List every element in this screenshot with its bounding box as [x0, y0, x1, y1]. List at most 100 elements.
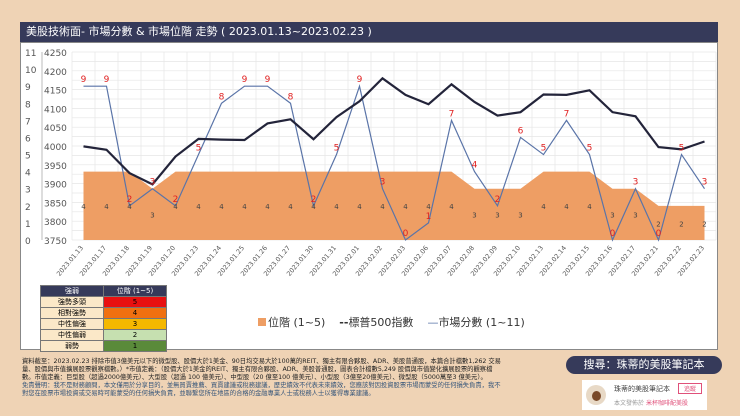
level-data-label: 4 — [380, 203, 385, 211]
legend-item-spx: --標普500指數 — [339, 314, 413, 330]
published-prefix: 本文發佈於 — [614, 400, 645, 407]
index-axis-tick: 3900 — [44, 181, 67, 191]
score-data-label: 6 — [518, 126, 524, 136]
index-axis-tick: 4050 — [44, 124, 67, 134]
level-data-label: 2 — [656, 220, 660, 228]
score-data-label: 5 — [587, 144, 593, 154]
avatar[interactable] — [586, 385, 606, 405]
level-data-label: 4 — [104, 203, 109, 211]
index-axis-tick: 4150 — [44, 87, 67, 97]
index-axis-tick: 4200 — [44, 68, 67, 78]
level-data-label: 4 — [219, 203, 224, 211]
score-axis-tick: 8 — [25, 100, 31, 110]
level-data-label: 3 — [633, 212, 637, 220]
score-data-label: 9 — [104, 75, 110, 85]
follow-button[interactable]: 追蹤 — [678, 383, 703, 394]
legend-label-score: 市場分數 (1~11) — [438, 316, 525, 329]
score-data-label: 2 — [173, 195, 179, 205]
score-data-label: 7 — [449, 109, 455, 119]
chart-svg: 0123456789101137503800385039003950400040… — [25, 49, 717, 278]
score-data-label: 9 — [357, 75, 363, 85]
level-data-label: 4 — [196, 203, 201, 211]
level-value: 3 — [103, 318, 167, 330]
level-data-label: 4 — [265, 203, 270, 211]
author-name[interactable]: 珠蒂的美股筆記本 — [614, 385, 670, 393]
score-data-label: 5 — [196, 144, 202, 154]
score-axis-tick: 6 — [25, 134, 31, 144]
level-data-label: 3 — [518, 212, 522, 220]
legend-marker-spx: -- — [339, 316, 349, 329]
level-data-label: 4 — [173, 203, 178, 211]
level-table-header: 強弱 位階 (1~5) — [40, 285, 167, 297]
level-data-label: 3 — [610, 212, 614, 220]
legend-label-level: 位階 (1~5) — [268, 316, 326, 329]
score-data-label: 3 — [150, 178, 156, 188]
score-data-label: 5 — [679, 144, 685, 154]
score-data-label: 5 — [334, 144, 340, 154]
level-table-header-value: 位階 (1~5) — [103, 285, 167, 297]
score-axis-tick: 0 — [25, 237, 31, 247]
level-data-label: 4 — [449, 203, 454, 211]
level-value: 5 — [103, 296, 167, 308]
score-data-label: 3 — [633, 178, 639, 188]
level-data-label: 4 — [587, 203, 592, 211]
score-data-label: 8 — [219, 92, 225, 102]
index-axis-tick: 4250 — [44, 49, 67, 59]
score-data-label: 0 — [403, 229, 409, 239]
level-data-label: 3 — [150, 212, 154, 220]
score-axis-tick: 9 — [25, 83, 31, 93]
level-table-row: 中性偏強 3 — [40, 318, 167, 330]
score-data-label: 4 — [472, 161, 478, 171]
score-axis-tick: 10 — [25, 66, 37, 76]
index-axis-tick: 3950 — [44, 162, 67, 172]
index-axis-tick: 3850 — [44, 199, 67, 209]
level-name: 中性偏弱 — [40, 329, 104, 341]
score-data-label: 0 — [656, 229, 662, 239]
level-data-label: 3 — [472, 212, 476, 220]
score-data-label: 2 — [311, 195, 317, 205]
score-data-label: 0 — [610, 229, 616, 239]
level-table-row: 弱勢 1 — [40, 340, 167, 352]
author-card[interactable]: 珠蒂的美股筆記本 追蹤 本文發佈於 米杯咖啡配美股 — [582, 380, 707, 410]
spx-line — [83, 76, 705, 186]
level-data-label: 4 — [311, 203, 316, 211]
published-info: 本文發佈於 米杯咖啡配美股 — [614, 398, 688, 407]
score-axis-tick: 4 — [25, 169, 31, 179]
level-table: 強弱 位階 (1~5) 強勢多頭 5 相對強勢 4 中性偏強 3 中性偏弱 2 弱勢 1 — [40, 285, 167, 352]
publication-link[interactable]: 米杯咖啡配美股 — [645, 400, 688, 407]
level-name: 弱勢 — [40, 340, 104, 352]
index-axis-tick: 4100 — [44, 105, 67, 115]
score-data-label: 9 — [242, 75, 248, 85]
score-line — [83, 83, 705, 242]
level-data-label: 3 — [495, 212, 499, 220]
score-data-label: 3 — [702, 178, 708, 188]
level-data-label: 4 — [541, 203, 546, 211]
score-data-label: 1 — [426, 212, 432, 222]
score-data-label: 7 — [564, 109, 570, 119]
level-name: 強勢多頭 — [40, 296, 104, 308]
level-table-row: 強勢多頭 5 — [40, 296, 167, 308]
level-table-header-name: 強弱 — [40, 285, 104, 297]
score-data-label: 9 — [265, 75, 271, 85]
level-data-label: 4 — [403, 203, 408, 211]
legend-marker-score: — — [427, 316, 439, 329]
score-data-label: 9 — [81, 75, 87, 85]
score-axis-tick: 11 — [25, 49, 36, 59]
level-data-label: 4 — [426, 203, 431, 211]
score-axis-tick: 2 — [25, 203, 31, 213]
level-table-row: 中性偏弱 2 — [40, 329, 167, 341]
legend-item-score: —市場分數 (1~11) — [427, 314, 524, 330]
chart-title: 美股技術面- 市場分數 & 市場位階 走勢 ( 2023.01.13~2023.… — [20, 22, 718, 42]
legend-swatch-level — [258, 318, 266, 326]
level-area — [83, 171, 705, 240]
level-value: 4 — [103, 307, 167, 319]
score-axis-tick: 5 — [25, 152, 31, 162]
legend-item-level: 位階 (1~5) — [258, 314, 325, 330]
level-data-label: 4 — [334, 203, 339, 211]
note-line: 量、股價與市值擴展股票觀察檔數。）*市值定義：（股價大於1美金的REIT、獨主有… — [22, 366, 493, 373]
level-data-label: 2 — [679, 220, 683, 228]
disclaimer-line: 免責聲明：我不是財務顧問，本文僅用於分享目的，並無買賣推薦、買賣建議或稅務建議，… — [22, 382, 501, 389]
level-data-label: 2 — [702, 220, 706, 228]
level-data-label: 4 — [288, 203, 293, 211]
footnotes: 資料截至：2023.02.23 排除市值3億美元以下的微型股、股價大於1美金、9… — [22, 358, 562, 398]
